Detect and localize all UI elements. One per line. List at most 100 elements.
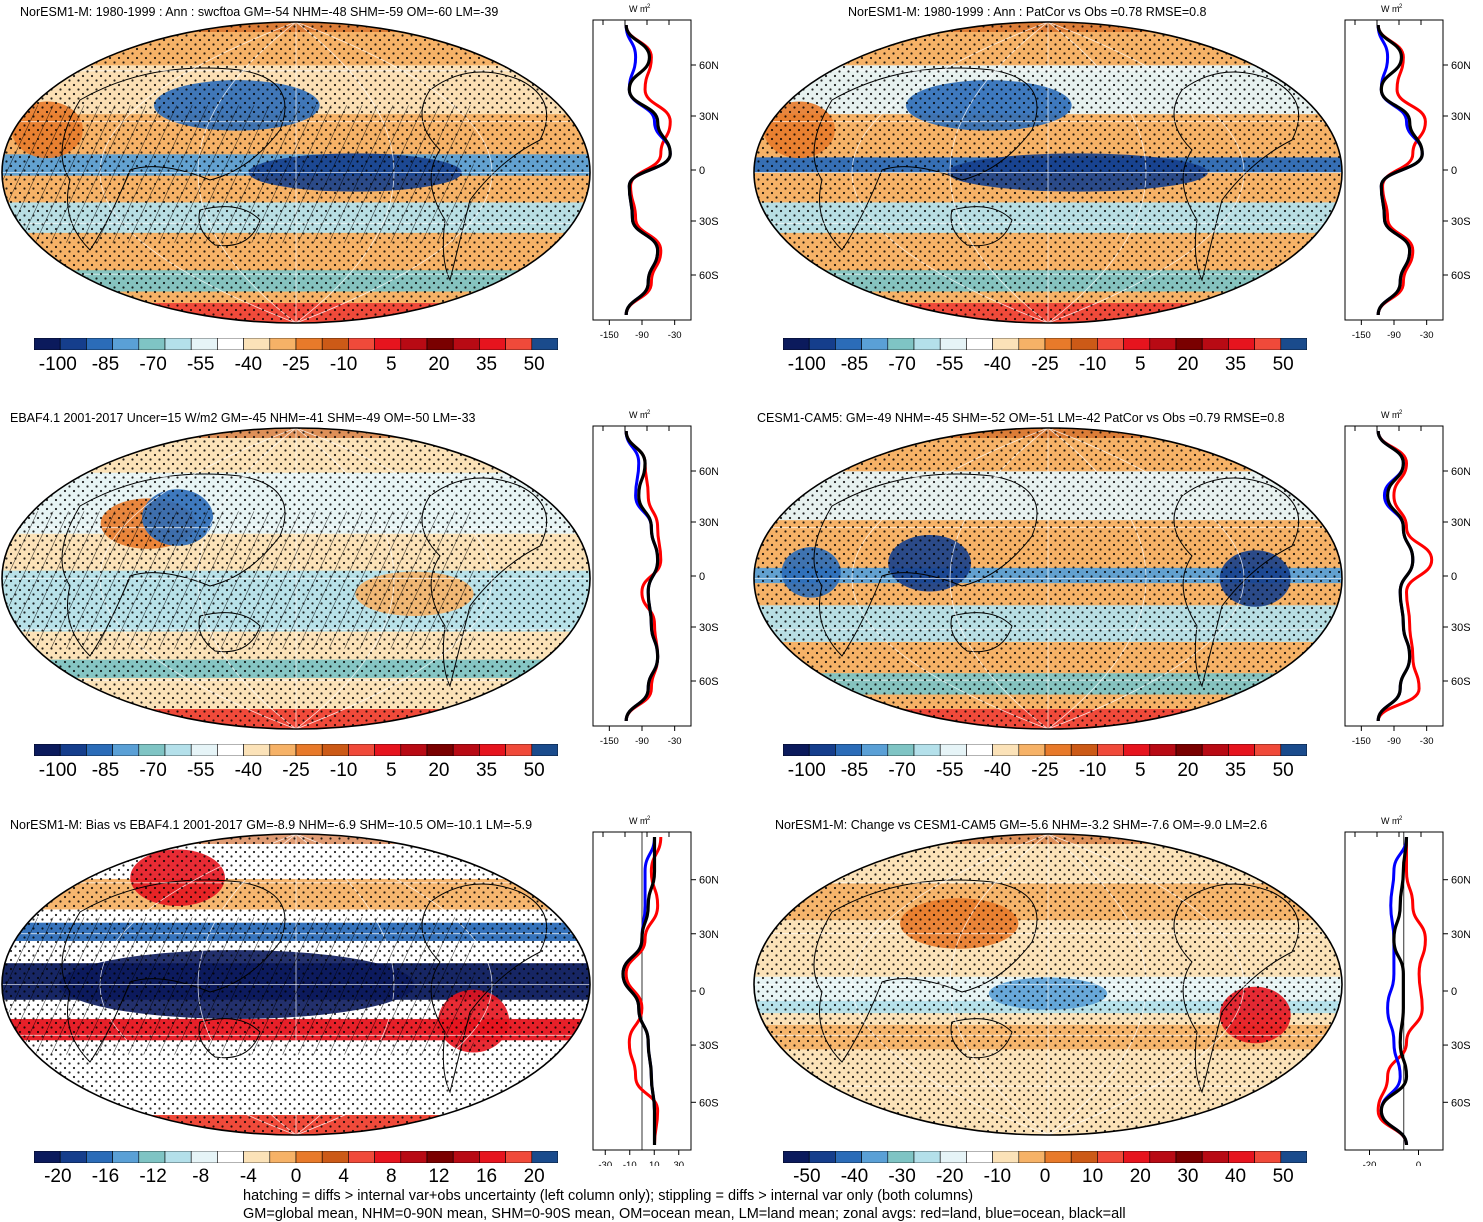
colorbar-swatch (835, 744, 862, 756)
colorbar-tick-label: -100 (787, 354, 826, 375)
colorbar-tick-label: -20 (44, 1166, 72, 1187)
colorbar-swatch (531, 1151, 558, 1163)
zonal-line-all (1376, 430, 1415, 722)
lat-label: 30N (1451, 929, 1470, 941)
colorbar-swatch (452, 744, 480, 756)
colorbar-swatch (1149, 744, 1177, 756)
x-tick-label: -20 (1363, 1160, 1377, 1166)
colorbar-swatch (783, 744, 810, 756)
colorbar-swatch (269, 1151, 297, 1163)
zonal-line-all (1379, 836, 1409, 1146)
zonal-panel-4: W m-2 60N 30N 0 30S 60S -150 -90 -30 (1344, 410, 1470, 747)
lat-label: 60N (1451, 875, 1470, 887)
colorbar-swatch (295, 744, 323, 756)
colorbar-tick-label: 50 (1272, 1166, 1294, 1187)
zonal-units-label: W m (629, 816, 648, 826)
colorbar-tick-label: -85 (840, 760, 869, 781)
colorbar-swatch (112, 744, 140, 756)
x-tick-label: -30 (1420, 736, 1434, 747)
colorbar-swatch (400, 744, 428, 756)
colorbar-swatch (34, 1151, 61, 1163)
colorbar-3 (34, 744, 558, 756)
colorbar-swatch (992, 1151, 1020, 1163)
x-tick-label: 10 (649, 1160, 660, 1166)
colorbar-tick-label: 5 (385, 760, 397, 781)
colorbar-tick-label: 5 (385, 354, 397, 375)
panel-title-1: NorESM1-M: 1980-1999 : Ann : swcftoa GM=… (20, 5, 499, 19)
zonal-line-land (1376, 430, 1434, 722)
colorbar-swatch (1280, 744, 1307, 756)
colorbar-tick-label: 35 (475, 354, 498, 375)
colorbar-swatch (479, 1151, 506, 1163)
colorbar-tick-label: 35 (475, 760, 498, 781)
zonal-units-exponent: -2 (645, 816, 651, 822)
lat-label: 60N (699, 875, 718, 887)
colorbar-swatch (190, 1151, 218, 1163)
colorbar-swatch (939, 1151, 967, 1163)
lat-label: 0 (699, 571, 705, 583)
lat-label: 60S (699, 1097, 718, 1109)
lat-label: 30S (1451, 1040, 1470, 1052)
x-tick-label: -150 (1352, 736, 1371, 747)
colorbar-swatch (34, 338, 61, 350)
map-panel-5 (1, 833, 591, 1136)
colorbar-swatch (783, 338, 810, 350)
colorbar-swatch (1044, 338, 1072, 350)
colorbar-swatch (1018, 338, 1046, 350)
zonal-line-ocean (621, 836, 656, 1145)
lat-label: 60S (699, 270, 718, 282)
lat-label: 0 (1451, 165, 1457, 177)
colorbar-tick-label: -30 (888, 1166, 916, 1187)
lat-label: 30S (699, 622, 718, 634)
colorbar-tick-label: -55 (186, 760, 215, 781)
zonal-line-land (1376, 837, 1427, 1146)
colorbar-swatch (783, 1151, 810, 1163)
colorbar-swatch (190, 338, 218, 350)
colorbar-swatch (1228, 1151, 1255, 1163)
colorbar-swatch (86, 338, 113, 350)
colorbar-tick-label: -25 (1031, 760, 1059, 781)
lat-label: 30N (1451, 517, 1470, 529)
x-tick-label: 30 (673, 1160, 684, 1166)
x-tick-label: -30 (598, 1160, 612, 1166)
colorbar-swatch (966, 1151, 993, 1163)
colorbar-swatch (164, 338, 192, 350)
x-tick-label: -90 (635, 736, 649, 747)
colorbar-tick-label: -25 (282, 760, 310, 781)
colorbar-tick-label: -70 (888, 760, 916, 781)
colorbar-swatch (374, 338, 402, 350)
colorbar-swatch (1097, 1151, 1124, 1163)
x-tick-label: -30 (668, 736, 682, 747)
lat-label: 60S (1451, 676, 1470, 688)
colorbar-swatch (1070, 338, 1098, 350)
x-tick-label: -90 (1387, 330, 1401, 341)
colorbar-swatch (808, 338, 836, 350)
colorbar-swatch (243, 1151, 271, 1163)
map-panel-1 (1, 21, 591, 324)
colorbar-swatch (321, 1151, 349, 1163)
colorbar-swatch (1254, 1151, 1282, 1163)
lat-label: 0 (699, 165, 705, 177)
lat-label: 30S (1451, 216, 1470, 228)
lat-label: 60N (1451, 466, 1470, 478)
colorbar-swatch (138, 1151, 166, 1163)
x-tick-label: 0 (1416, 1160, 1421, 1166)
colorbar-swatch (217, 1151, 244, 1163)
colorbar-swatch (1280, 1151, 1307, 1163)
zonal-line-all (624, 24, 672, 316)
colorbar-swatch (835, 1151, 862, 1163)
colorbar-swatch (217, 338, 244, 350)
colorbar-swatch (861, 744, 889, 756)
colorbar-swatch (1175, 744, 1203, 756)
colorbar-tick-label: 12 (428, 1166, 450, 1187)
colorbar-tick-label: -55 (935, 354, 964, 375)
zonal-line-all (624, 430, 660, 722)
colorbar-labels-1: -100 -85 -70 -55 -40 -25 -10 5 20 35 50 (34, 354, 558, 378)
lat-label: 60N (1451, 60, 1470, 72)
colorbar-swatch (1123, 1151, 1151, 1163)
colorbar-tick-label: 35 (1224, 354, 1247, 375)
colorbar-tick-label: -100 (38, 354, 77, 375)
colorbar-swatch (505, 1151, 533, 1163)
colorbar-swatch (295, 338, 323, 350)
panel-title-4: CESM1-CAM5: GM=-49 NHM=-45 SHM=-52 OM=-5… (757, 411, 1285, 425)
